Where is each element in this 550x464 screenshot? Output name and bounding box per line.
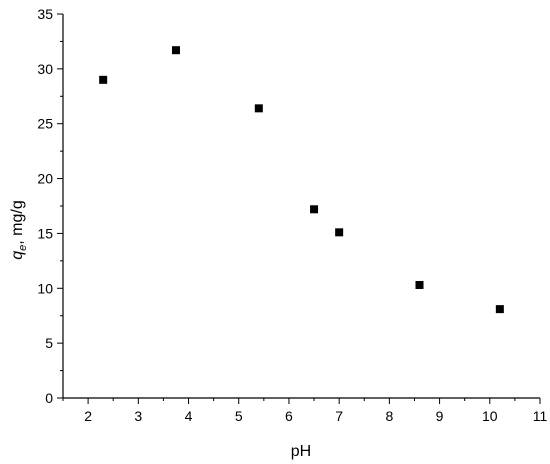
x-tick-label: 9 bbox=[436, 408, 444, 424]
data-point bbox=[495, 305, 504, 314]
x-axis-ticks: 2 3 4 5 6 7 8 9 10 11 bbox=[62, 398, 548, 424]
y-tick-label: 30 bbox=[37, 61, 53, 77]
data-point bbox=[171, 46, 180, 55]
x-tick-label: 10 bbox=[482, 408, 498, 424]
data-points bbox=[99, 46, 504, 314]
x-tick-label: 11 bbox=[533, 408, 548, 424]
y-tick-label: 5 bbox=[45, 335, 53, 351]
y-tick-label: 25 bbox=[37, 116, 53, 132]
data-point bbox=[415, 280, 424, 289]
y-tick-label: 15 bbox=[37, 225, 53, 241]
x-tick-label: 3 bbox=[134, 408, 142, 424]
x-tick-label: 6 bbox=[285, 408, 293, 424]
data-point bbox=[254, 104, 263, 113]
y-axis-title-symbol: q bbox=[9, 251, 26, 260]
x-tick-label: 2 bbox=[84, 408, 92, 424]
y-axis-title: qe, mg/g bbox=[9, 200, 29, 260]
x-tick-label: 5 bbox=[235, 408, 243, 424]
data-point bbox=[310, 205, 319, 214]
axes bbox=[62, 14, 540, 399]
data-point bbox=[99, 75, 108, 84]
y-tick-label: 10 bbox=[37, 280, 53, 296]
y-tick-label: 20 bbox=[37, 171, 53, 187]
x-tick-label: 4 bbox=[185, 408, 193, 424]
x-tick-label: 7 bbox=[335, 408, 343, 424]
y-axis-title-subscript: e bbox=[17, 245, 29, 251]
data-point bbox=[335, 228, 344, 237]
y-axis-ticks: 0 5 10 15 20 25 30 35 bbox=[37, 6, 63, 406]
y-tick-label: 35 bbox=[37, 6, 53, 22]
x-axis-title: pH bbox=[291, 443, 311, 460]
y-tick-label: 0 bbox=[45, 390, 53, 406]
x-tick-label: 8 bbox=[385, 408, 393, 424]
y-axis-title-unit: , mg/g bbox=[9, 200, 26, 244]
